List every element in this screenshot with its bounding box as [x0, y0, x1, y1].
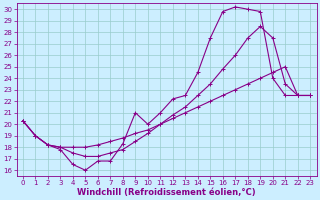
- X-axis label: Windchill (Refroidissement éolien,°C): Windchill (Refroidissement éolien,°C): [77, 188, 256, 197]
